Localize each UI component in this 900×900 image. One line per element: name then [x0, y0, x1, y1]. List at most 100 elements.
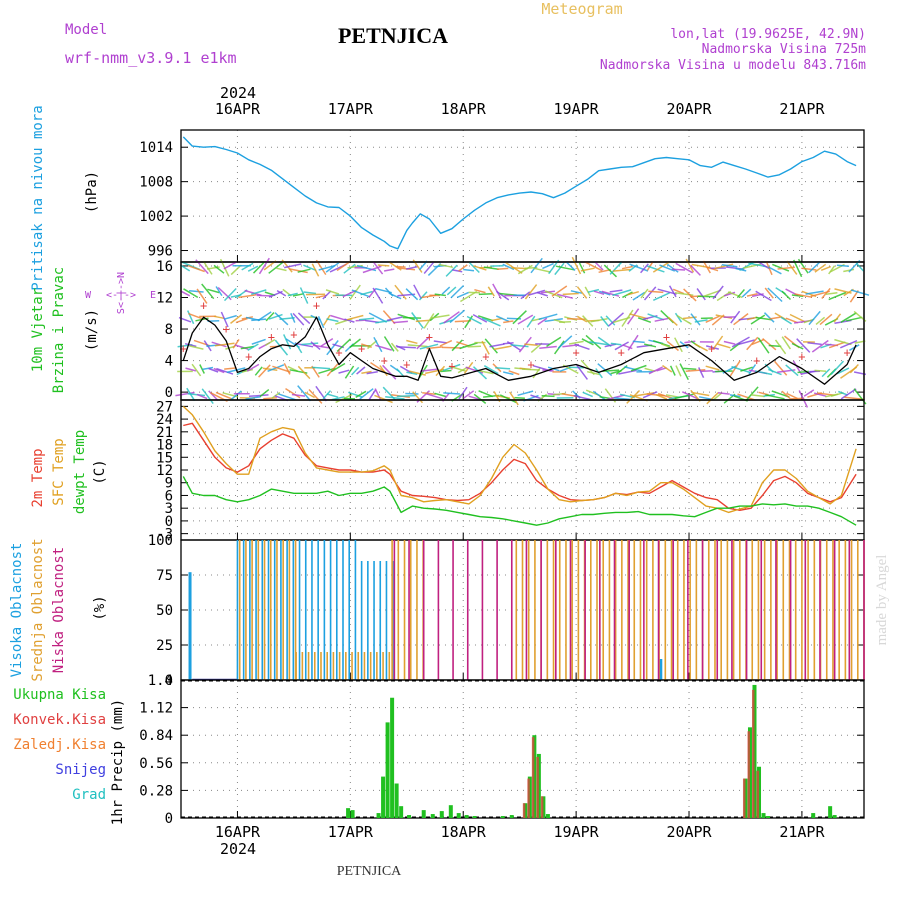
wind-arrow: [368, 312, 388, 323]
wind-arrow: [496, 315, 510, 323]
wind-arrow: [581, 338, 594, 346]
wind-arrow: [571, 256, 582, 275]
wind-arrow: [207, 288, 220, 294]
day-label-bottom: 19APR: [554, 823, 600, 841]
wind-arrow: [599, 395, 610, 400]
wind-arrow: [517, 314, 534, 325]
wind-arrow: [252, 261, 265, 274]
wind-arrow: [647, 313, 665, 321]
wind-arrow: [836, 264, 850, 267]
cloud-high-bar: [659, 659, 663, 680]
precip-conv-bar: [531, 737, 535, 818]
precip-total-bar: [761, 813, 766, 818]
wind-arrow: [762, 338, 777, 351]
wind-arrow: [855, 262, 865, 272]
year-label-top: 2024: [220, 84, 256, 102]
y-tick-label: 4: [165, 354, 173, 370]
model-elevation-label: Nadmorska Visina u modelu 843.716m: [600, 58, 866, 73]
wind-arrow: [230, 314, 243, 324]
wind-arrow: [814, 263, 827, 273]
wind-arrow: [477, 369, 494, 375]
wind-arrow: [185, 367, 197, 372]
wind-arrow: [685, 369, 706, 372]
wind-arrow: [187, 392, 206, 397]
wind-arrow: [276, 289, 287, 297]
wind-arrow: [774, 339, 787, 355]
wind-arrow: [669, 365, 676, 376]
wind-arrow: [430, 314, 450, 319]
wind-arrow: [477, 315, 494, 322]
wind-arrow: [613, 397, 630, 401]
wind-arrow: [304, 391, 315, 399]
wind-arrow: [287, 292, 298, 297]
wind-gust-marker: +: [335, 346, 342, 360]
wind-legend-1: 10m Vjetar: [30, 288, 46, 372]
pressure-panel: 996 1002 1008 1014: [139, 129, 865, 263]
precip-total-bar: [545, 814, 550, 818]
wind-arrow: [844, 396, 865, 401]
wind-arrow: [727, 291, 743, 299]
wind-arrow: [541, 394, 555, 398]
model-label: Model: [65, 22, 107, 38]
wind-arrow: [478, 293, 493, 296]
wind-arrow: [533, 267, 551, 273]
wind-arrow: [467, 345, 482, 348]
wind-arrow: [846, 316, 863, 322]
wind-arrow: [386, 316, 403, 322]
wind-arrow: [496, 267, 509, 271]
day-label-bottom: 20APR: [666, 823, 712, 841]
wind-arrow: [793, 259, 803, 278]
wind-arrow: [292, 312, 305, 326]
wind-arrow: [580, 267, 595, 272]
wind-arrow: [555, 265, 575, 271]
wind-arrow: [405, 392, 419, 395]
wind-arrow: [330, 362, 346, 373]
y-tick-label: 1014: [139, 140, 173, 156]
wind-gust-marker: +: [358, 342, 365, 356]
wind-arrow: [299, 287, 309, 304]
wind-arrow: [514, 396, 525, 400]
wind-arrow: [349, 284, 361, 300]
wind-arrow: [559, 320, 572, 323]
wind-arrow: [674, 337, 683, 353]
wind-arrow: [526, 315, 536, 328]
wind-arrow: [474, 288, 486, 294]
wind-arrow: [412, 391, 424, 404]
top-day-labels: 16APR 17APR 18APR 19APR 20APR 21APR: [215, 100, 826, 118]
wind-arrow: [191, 363, 202, 377]
wind-arrow: [768, 344, 782, 348]
wind-arrow: [666, 340, 679, 352]
day-label-top: 21APR: [779, 100, 825, 118]
wind-arrow: [346, 314, 364, 321]
wind-arrow: [325, 262, 340, 273]
wind-arrow: [257, 311, 272, 322]
wind-arrow: [489, 343, 505, 348]
wind-arrow: [503, 371, 514, 376]
precip-total-bar: [832, 815, 837, 818]
wind-arrow: [289, 268, 308, 274]
wind-arrow: [592, 390, 606, 401]
wind-arrow: [803, 389, 815, 397]
panel-frame: [180, 129, 865, 263]
wind-arrow: [360, 290, 373, 296]
wind-arrow: [524, 284, 538, 300]
y-tick-label: 12: [156, 290, 173, 306]
wind-arrow: [493, 345, 512, 351]
temp-dewpt-legend: dewpt Temp: [72, 430, 88, 514]
wind-arrow: [372, 261, 384, 275]
wind-arrow: [717, 392, 730, 395]
wind-arrow: [184, 342, 197, 348]
wind-arrow: [407, 344, 428, 348]
wind-gust-marker: +: [180, 342, 187, 356]
wind-gust-marker: +: [482, 350, 489, 364]
wind-arrow: [449, 309, 466, 324]
wind-arrow: [503, 320, 514, 324]
wind-arrow: [828, 291, 847, 301]
wind-arrow: [196, 288, 208, 304]
wind-gust-marker: +: [448, 359, 455, 373]
wind-gust-marker: +: [200, 298, 207, 312]
y-tick-label: 24: [156, 412, 173, 428]
wind-arrow: [441, 286, 451, 295]
precip-conv-bar: [751, 689, 755, 818]
wind-arrow: [285, 387, 301, 399]
